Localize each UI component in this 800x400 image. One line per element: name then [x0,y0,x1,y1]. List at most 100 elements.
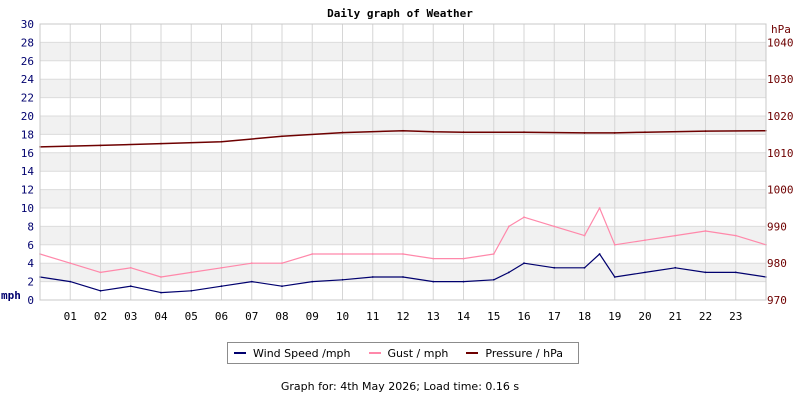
series-point [371,276,374,278]
series-point [523,216,525,219]
series-point [644,271,646,274]
x-axis-tick-label: 20 [638,310,651,323]
legend-label-wind-speed: Wind Speed /mph [253,346,351,360]
series-point [281,285,283,288]
left-axis-tick-label: 28 [21,36,34,49]
left-axis-tick-label: 14 [21,165,35,178]
left-axis-tick-label: 0 [27,294,34,307]
x-axis-tick-label: 14 [457,310,471,323]
series-point [553,266,556,269]
right-axis-tick-label: 1010 [767,147,794,160]
legend-item-wind-speed: Wind Speed /mph [234,347,351,360]
series-point [69,262,72,265]
series-point [674,266,677,269]
series-point [99,289,102,292]
legend-label-gust: Gust / mph [387,346,449,360]
x-axis-tick-label: 01 [64,310,77,323]
series-point [160,291,162,294]
series-point [341,253,344,255]
footer-status: Graph for: 4th May 2026; Load time: 0.16… [280,380,520,393]
x-axis-tick-label: 19 [608,310,621,323]
legend-item-gust: Gust / mph [368,346,449,360]
vertical-grid [69,24,737,300]
series-point [674,234,677,237]
axis-tick-labels: 0246810121416182022242628309709809901000… [21,18,794,323]
series-point [220,266,223,269]
right-axis-tick-label: 970 [767,294,787,307]
legend-item-pressure: Pressure / hPa [466,347,563,360]
left-axis-tick-label: 16 [21,147,34,160]
right-axis-tick-label: 990 [767,220,787,233]
series-point [371,253,374,255]
left-axis-tick-label: 22 [21,92,34,105]
x-axis-tick-label: 17 [548,310,561,323]
series-point [311,280,314,283]
left-axis-tick-label: 24 [21,73,35,86]
x-axis-tick-label: 11 [366,310,379,323]
right-axis-tick-label: 1000 [767,184,794,197]
series-point [583,234,586,237]
series-point [734,234,737,237]
x-axis-tick-label: 13 [427,310,440,323]
series-point [160,276,162,278]
series-point [341,131,344,134]
series-point [99,271,102,274]
series-point [160,142,162,145]
x-axis-tick-label: 02 [94,310,107,323]
series-point [507,225,510,228]
x-axis-tick-label: 04 [154,310,168,323]
left-axis-tick-label: 10 [21,202,34,215]
series-point [220,285,223,288]
series-point [598,207,601,209]
series-point [220,140,223,143]
series-point [281,135,283,138]
x-axis-tick-label: 10 [336,310,349,323]
series-point [492,278,495,281]
right-axis-unit: hPa [771,23,791,36]
left-axis-tick-label: 18 [21,128,34,141]
series-point [402,276,404,278]
series-point [583,266,586,269]
series-layer [39,129,767,294]
left-axis-tick-label: 2 [27,276,34,289]
series-point [281,262,283,265]
series-point [190,289,193,292]
legend-swatch-gust [368,352,381,354]
chart-title: Daily graph of Weather [327,7,473,20]
series-point [250,262,253,265]
x-axis-tick-label: 12 [396,310,409,323]
series-point [402,253,404,255]
x-axis-tick-label: 06 [215,310,228,323]
series-point [99,144,102,147]
series-point [432,257,435,260]
series-point [432,130,435,133]
series-point [644,131,646,134]
right-axis-tick-label: 1040 [767,36,794,49]
chart-legend: Wind Speed /mph Gust / mph Pressure / hP… [227,342,579,364]
x-axis-tick-label: 23 [729,310,742,323]
x-axis-tick-label: 18 [578,310,591,323]
left-axis-tick-label: 8 [27,220,34,233]
series-point [250,280,253,283]
left-axis-tick-label: 26 [21,55,34,68]
series-point [190,271,193,274]
right-axis-tick-label: 980 [767,257,787,270]
series-point [462,280,465,283]
x-axis-tick-label: 09 [306,310,319,323]
x-axis-tick-label: 07 [245,310,258,323]
series-point [462,257,465,260]
left-axis-tick-label: 4 [27,257,34,270]
series-point [583,132,586,134]
x-axis-tick-label: 08 [275,310,288,323]
legend-label-pressure: Pressure / hPa [485,346,563,360]
left-axis-tick-label: 12 [21,184,34,197]
series-point [613,243,616,246]
series-point [492,253,495,255]
right-axis-tick-label: 1030 [767,73,794,86]
series-point [523,131,525,134]
x-axis-tick-label: 03 [124,310,137,323]
series-point [129,285,132,288]
x-axis-tick-label: 15 [487,310,500,323]
left-axis-tick-label: 6 [27,239,34,252]
